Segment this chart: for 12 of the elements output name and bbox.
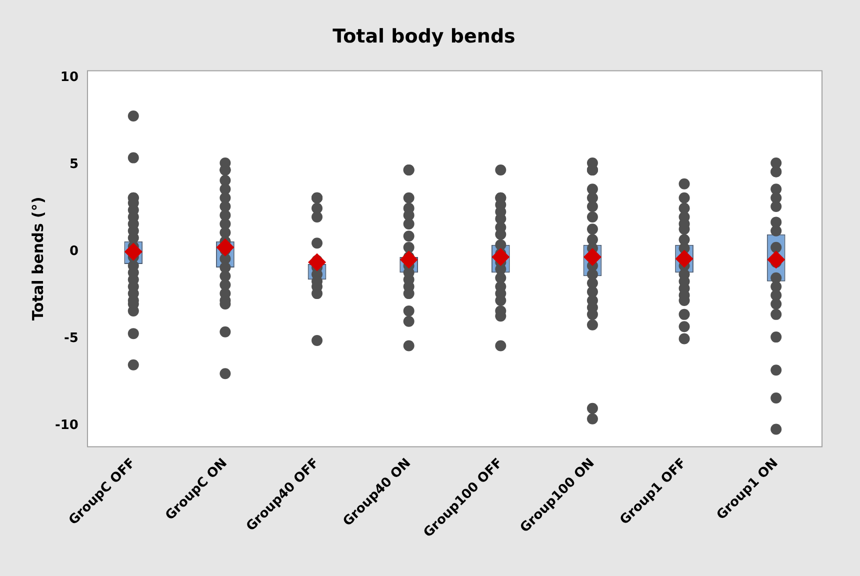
y-tick-label: -10 [54, 418, 78, 434]
point [216, 238, 234, 256]
y-tick-label: -5 [64, 331, 78, 346]
y-tick-label: 10 [60, 70, 78, 86]
y-tick-label: 0 [69, 244, 78, 260]
y-axis-title: Total bends (°) [28, 196, 47, 321]
point [308, 253, 326, 272]
chart-title: Total body bends [332, 25, 516, 48]
point [492, 248, 510, 266]
y-tick-label: 5 [69, 157, 78, 172]
point [400, 250, 418, 269]
point [675, 250, 694, 268]
